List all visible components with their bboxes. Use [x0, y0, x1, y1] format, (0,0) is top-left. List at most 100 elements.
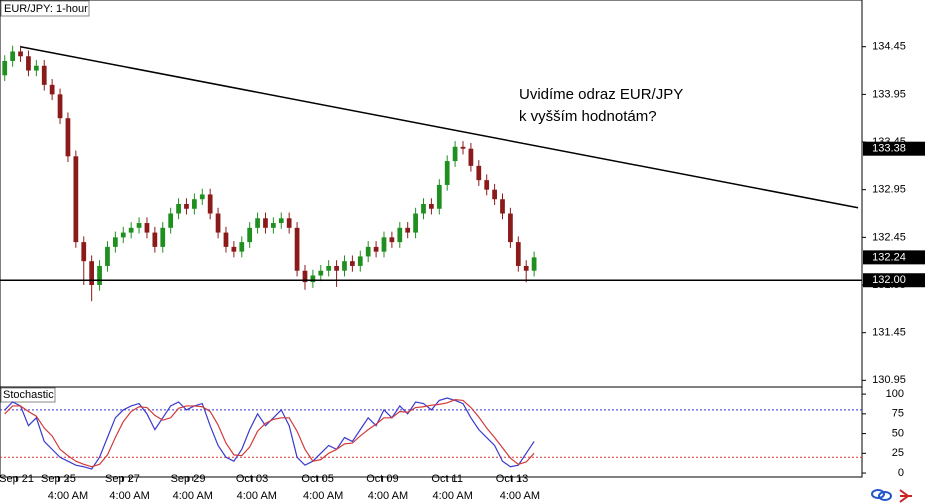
x-tick-label: Sep 29 — [171, 473, 206, 485]
y-tick-label: 132.45 — [872, 231, 906, 243]
candle-body — [436, 184, 442, 209]
link-icon[interactable] — [878, 491, 892, 501]
candle-body — [81, 242, 87, 262]
candle-body — [247, 227, 253, 243]
candle-body — [207, 194, 213, 214]
x-tick-label: 4:00 AM — [173, 490, 213, 502]
x-tick-label: Sep 21 — [0, 473, 34, 485]
candle-body — [318, 270, 324, 276]
y-tick-label: 132.95 — [872, 184, 906, 196]
candle-body — [89, 261, 95, 286]
candle-body — [10, 51, 16, 62]
y-tick-label: 134.45 — [872, 41, 906, 53]
x-tick-label: Sep 25 — [41, 473, 76, 485]
candle-body — [73, 156, 79, 243]
x-tick-label: 4:00 AM — [48, 490, 88, 502]
indicator-title: Stochastic — [3, 389, 54, 401]
candle-body — [184, 203, 189, 209]
candle-body — [389, 237, 395, 243]
toolbar-icons[interactable] — [871, 489, 912, 503]
candle-body — [128, 227, 134, 233]
candle-body — [231, 246, 237, 252]
x-tick-label: Oct 05 — [301, 473, 333, 485]
candle-body — [515, 242, 521, 266]
candle-body — [2, 61, 8, 76]
x-tick-label: 4:00 AM — [500, 490, 540, 502]
price-label-box — [863, 273, 925, 288]
price-label: 132.00 — [872, 274, 906, 286]
stochastic-panel — [0, 386, 863, 478]
candle-body — [65, 118, 71, 157]
candle-body — [468, 148, 474, 166]
y-tick-label: 75 — [892, 408, 904, 420]
candle-body — [278, 218, 284, 224]
trendline — [20, 45, 859, 209]
chart-title: EUR/JPY: 1-hour — [4, 3, 88, 15]
y-tick-label: 0 — [898, 467, 904, 479]
candle-body — [334, 265, 339, 271]
x-tick-label: 4:00 AM — [303, 490, 343, 502]
candle-body — [271, 223, 276, 228]
x-tick-label: Sep 27 — [105, 473, 140, 485]
candle-body — [33, 65, 39, 71]
candle-body — [152, 232, 158, 247]
candle-body — [460, 146, 466, 149]
annotation: k vyšším hodnotám? — [519, 108, 657, 125]
candle-body — [484, 180, 490, 190]
candle-body — [492, 189, 497, 200]
candle-body — [444, 161, 450, 185]
price-label-box — [863, 141, 925, 156]
candle-body — [350, 261, 355, 266]
y-tick-label: 131.45 — [872, 327, 906, 339]
candle-body — [263, 218, 268, 228]
x-tick-label: 4:00 AM — [368, 490, 408, 502]
candle-body — [160, 227, 166, 247]
y-tick-label: 130.95 — [872, 374, 906, 386]
arrow-icon[interactable] — [899, 489, 912, 503]
candle-body — [18, 51, 23, 57]
candle-body — [523, 265, 529, 271]
candle-body — [49, 84, 55, 95]
x-tick-label: Oct 11 — [431, 473, 463, 485]
candle-body — [365, 246, 371, 257]
candle-body — [97, 265, 102, 286]
candle-body — [405, 227, 411, 233]
x-tick-label: 4:00 AM — [237, 490, 277, 502]
candle-body — [294, 227, 300, 271]
title-box — [0, 0, 90, 17]
candle-body — [310, 275, 316, 283]
annotation: Uvidíme odraz EUR/JPY — [519, 86, 683, 103]
x-tick-label: 4:00 AM — [433, 490, 473, 502]
indicator-box — [0, 387, 56, 403]
candle-body — [452, 146, 458, 162]
candle-body — [421, 203, 426, 214]
candle-body — [413, 213, 418, 233]
candle-body — [326, 265, 332, 271]
candle-body — [105, 246, 110, 266]
candle-body — [357, 256, 363, 266]
candle-body — [215, 213, 221, 233]
candle-body — [57, 94, 63, 119]
y-tick-label: 25 — [892, 447, 904, 459]
candle-body — [302, 270, 308, 283]
link-icon[interactable] — [871, 489, 885, 499]
candle-body — [500, 199, 505, 214]
price-label-box — [863, 250, 925, 265]
candle-body — [136, 223, 142, 228]
candle-body — [286, 218, 292, 228]
price-label: 132.24 — [872, 251, 906, 263]
candle-body — [199, 194, 205, 200]
candle-body — [168, 213, 174, 228]
candle-body — [191, 199, 197, 209]
candle-body — [41, 65, 47, 85]
candle-body — [112, 237, 118, 247]
candle-body — [429, 203, 434, 209]
candle-body — [255, 218, 260, 228]
x-tick-label: Oct 13 — [496, 473, 528, 485]
x-tick-label: Oct 09 — [366, 473, 398, 485]
stochastic-line — [4, 399, 535, 468]
candle-body — [342, 261, 347, 271]
candle-body — [120, 232, 126, 238]
y-tick-label: 133.95 — [872, 88, 906, 100]
